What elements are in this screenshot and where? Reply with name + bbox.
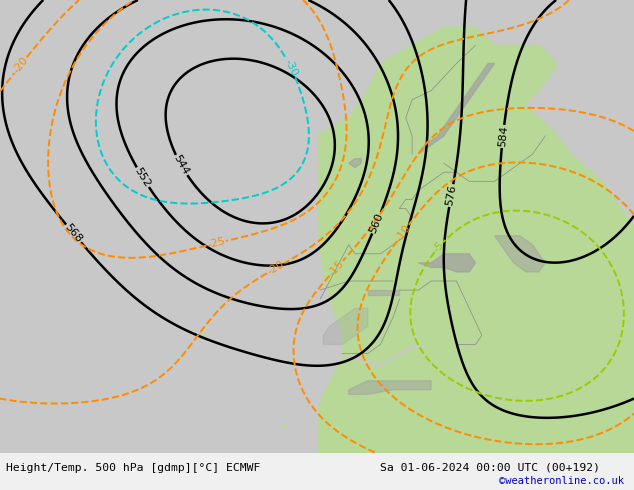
Text: -20: -20 — [265, 259, 286, 277]
Text: 544: 544 — [172, 153, 191, 177]
Polygon shape — [418, 254, 476, 272]
Text: Sa 01-06-2024 00:00 UTC (00+192): Sa 01-06-2024 00:00 UTC (00+192) — [380, 463, 600, 473]
Text: 552: 552 — [133, 166, 152, 189]
Text: 568: 568 — [63, 222, 84, 245]
Polygon shape — [323, 308, 368, 344]
Text: ©weatheronline.co.uk: ©weatheronline.co.uk — [500, 476, 624, 486]
Polygon shape — [317, 27, 634, 363]
Text: Height/Temp. 500 hPa [gdmp][°C] ECMWF: Height/Temp. 500 hPa [gdmp][°C] ECMWF — [6, 463, 261, 473]
Text: -30: -30 — [283, 58, 299, 78]
Text: -20: -20 — [11, 55, 30, 75]
Text: -15: -15 — [327, 258, 346, 278]
Polygon shape — [349, 381, 431, 394]
Polygon shape — [0, 344, 634, 453]
Text: 584: 584 — [497, 125, 509, 147]
Polygon shape — [418, 64, 495, 154]
Polygon shape — [349, 154, 393, 226]
Text: 576: 576 — [444, 184, 458, 207]
Polygon shape — [495, 236, 545, 272]
Polygon shape — [368, 290, 399, 294]
Polygon shape — [317, 191, 342, 209]
Text: -10: -10 — [394, 222, 412, 243]
Text: 560: 560 — [368, 211, 385, 234]
Polygon shape — [406, 46, 558, 181]
Polygon shape — [349, 159, 361, 168]
Bar — [0, 0, 317, 453]
Text: -25: -25 — [206, 236, 226, 250]
Text: -5: -5 — [431, 240, 446, 254]
